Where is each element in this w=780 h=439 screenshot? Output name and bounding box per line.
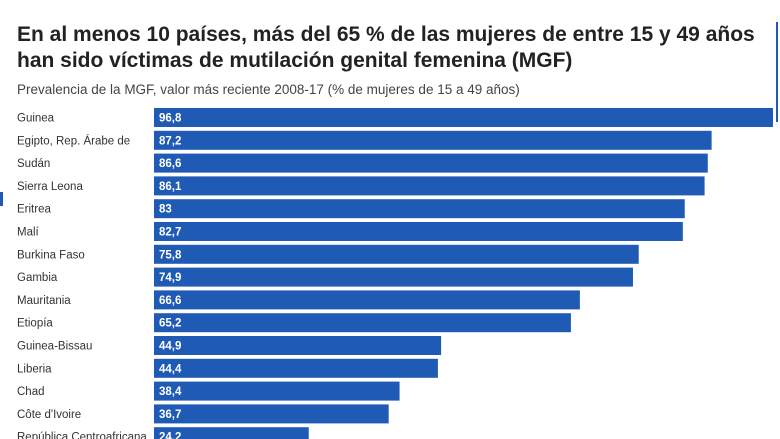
data-label: 38,4 [159,386,182,398]
data-label: 86,1 [159,181,182,193]
category-label: Liberia [17,363,52,375]
data-label: 83 [159,204,172,216]
data-label: 74,9 [159,272,181,284]
data-label: 44,4 [159,363,182,375]
edge-accent-mark [0,192,3,206]
category-label: Côte d'Ivoire [17,409,81,421]
data-label: 44,9 [159,341,181,353]
category-label: Eritrea [17,204,51,216]
category-label: Guinea-Bissau [17,341,92,353]
category-label: República Centroafricana [17,432,147,439]
data-label: 87,2 [159,135,181,147]
bar [154,358,438,378]
category-label: Mauritania [17,295,71,307]
bar [154,336,442,355]
data-label: 66,6 [159,295,181,307]
data-label: 75,8 [159,249,182,261]
edge-accent-line [776,22,778,122]
bar [154,222,683,241]
category-label: Egipto, Rep. Árabe de [17,134,130,147]
bar [154,290,580,310]
bar [154,244,639,264]
bar [154,427,309,439]
bar [154,404,389,424]
data-label: 82,7 [159,227,181,239]
bar [154,153,708,173]
chart-title: En al menos 10 países, más del 65 % de l… [17,23,755,72]
category-label: Malí [17,227,40,239]
data-label: 36,7 [159,409,181,421]
data-label: 65,2 [159,318,181,330]
bar [154,313,571,333]
category-label: Burkina Faso [17,249,85,261]
bar [154,108,773,127]
data-label: 96,8 [159,113,182,125]
bar [154,199,685,219]
bar [154,130,712,150]
category-label: Etiopía [17,318,53,330]
bar [154,381,400,401]
data-label: 86,6 [159,158,181,170]
chart-subtitle: Prevalencia de la MGF, valor más recient… [17,82,520,97]
category-label: Guinea [17,113,55,125]
category-label: Gambia [17,272,58,284]
bar [154,176,705,196]
category-label: Sudán [17,158,50,170]
data-label: 24,2 [159,432,181,439]
category-label: Chad [17,386,45,398]
bar [154,267,633,287]
category-label: Sierra Leona [17,181,83,193]
